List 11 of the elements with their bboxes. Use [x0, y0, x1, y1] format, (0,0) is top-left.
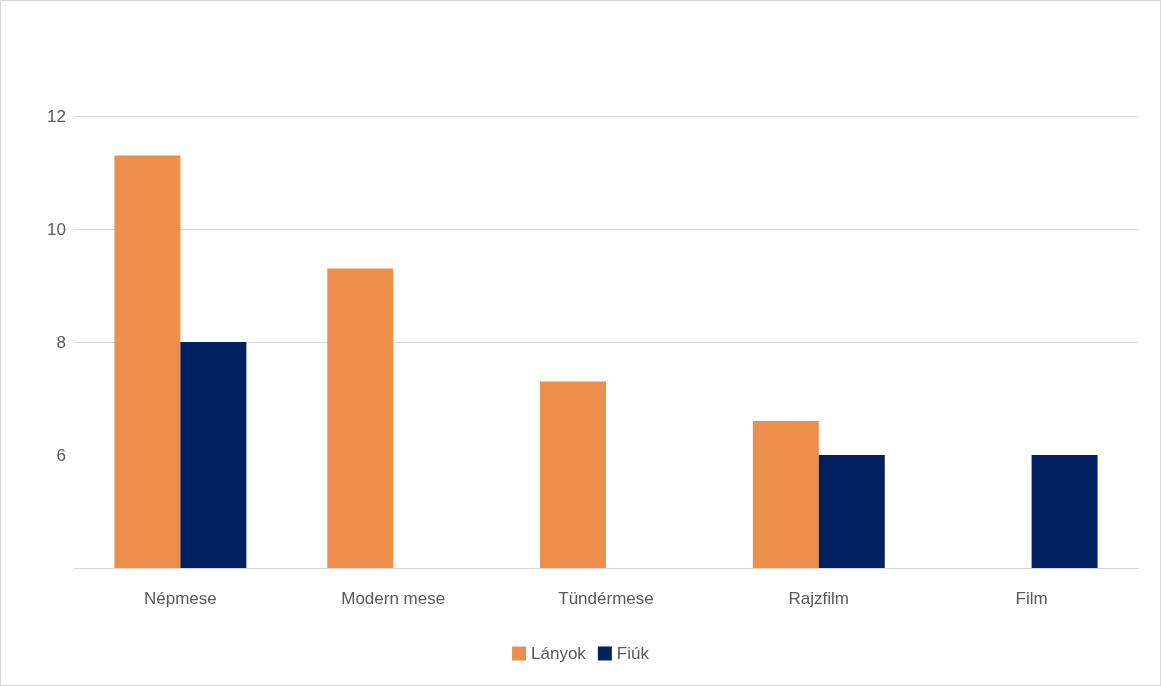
x-tick-label: Modern mese — [341, 589, 446, 608]
y-tick-label: 6 — [56, 445, 66, 465]
y-tick-label: 10 — [47, 219, 66, 239]
legend-label: Fiúk — [616, 644, 650, 663]
x-tick-label: Rajzfilm — [788, 589, 850, 608]
x-tick-label: Film — [1015, 589, 1048, 608]
legend-label: Lányok — [531, 644, 587, 663]
y-tick-label: 12 — [47, 106, 66, 126]
x-tick-label: Népmese — [144, 589, 217, 608]
y-tick-label: 8 — [56, 332, 66, 352]
x-tick-label: Tündérmese — [558, 589, 654, 608]
